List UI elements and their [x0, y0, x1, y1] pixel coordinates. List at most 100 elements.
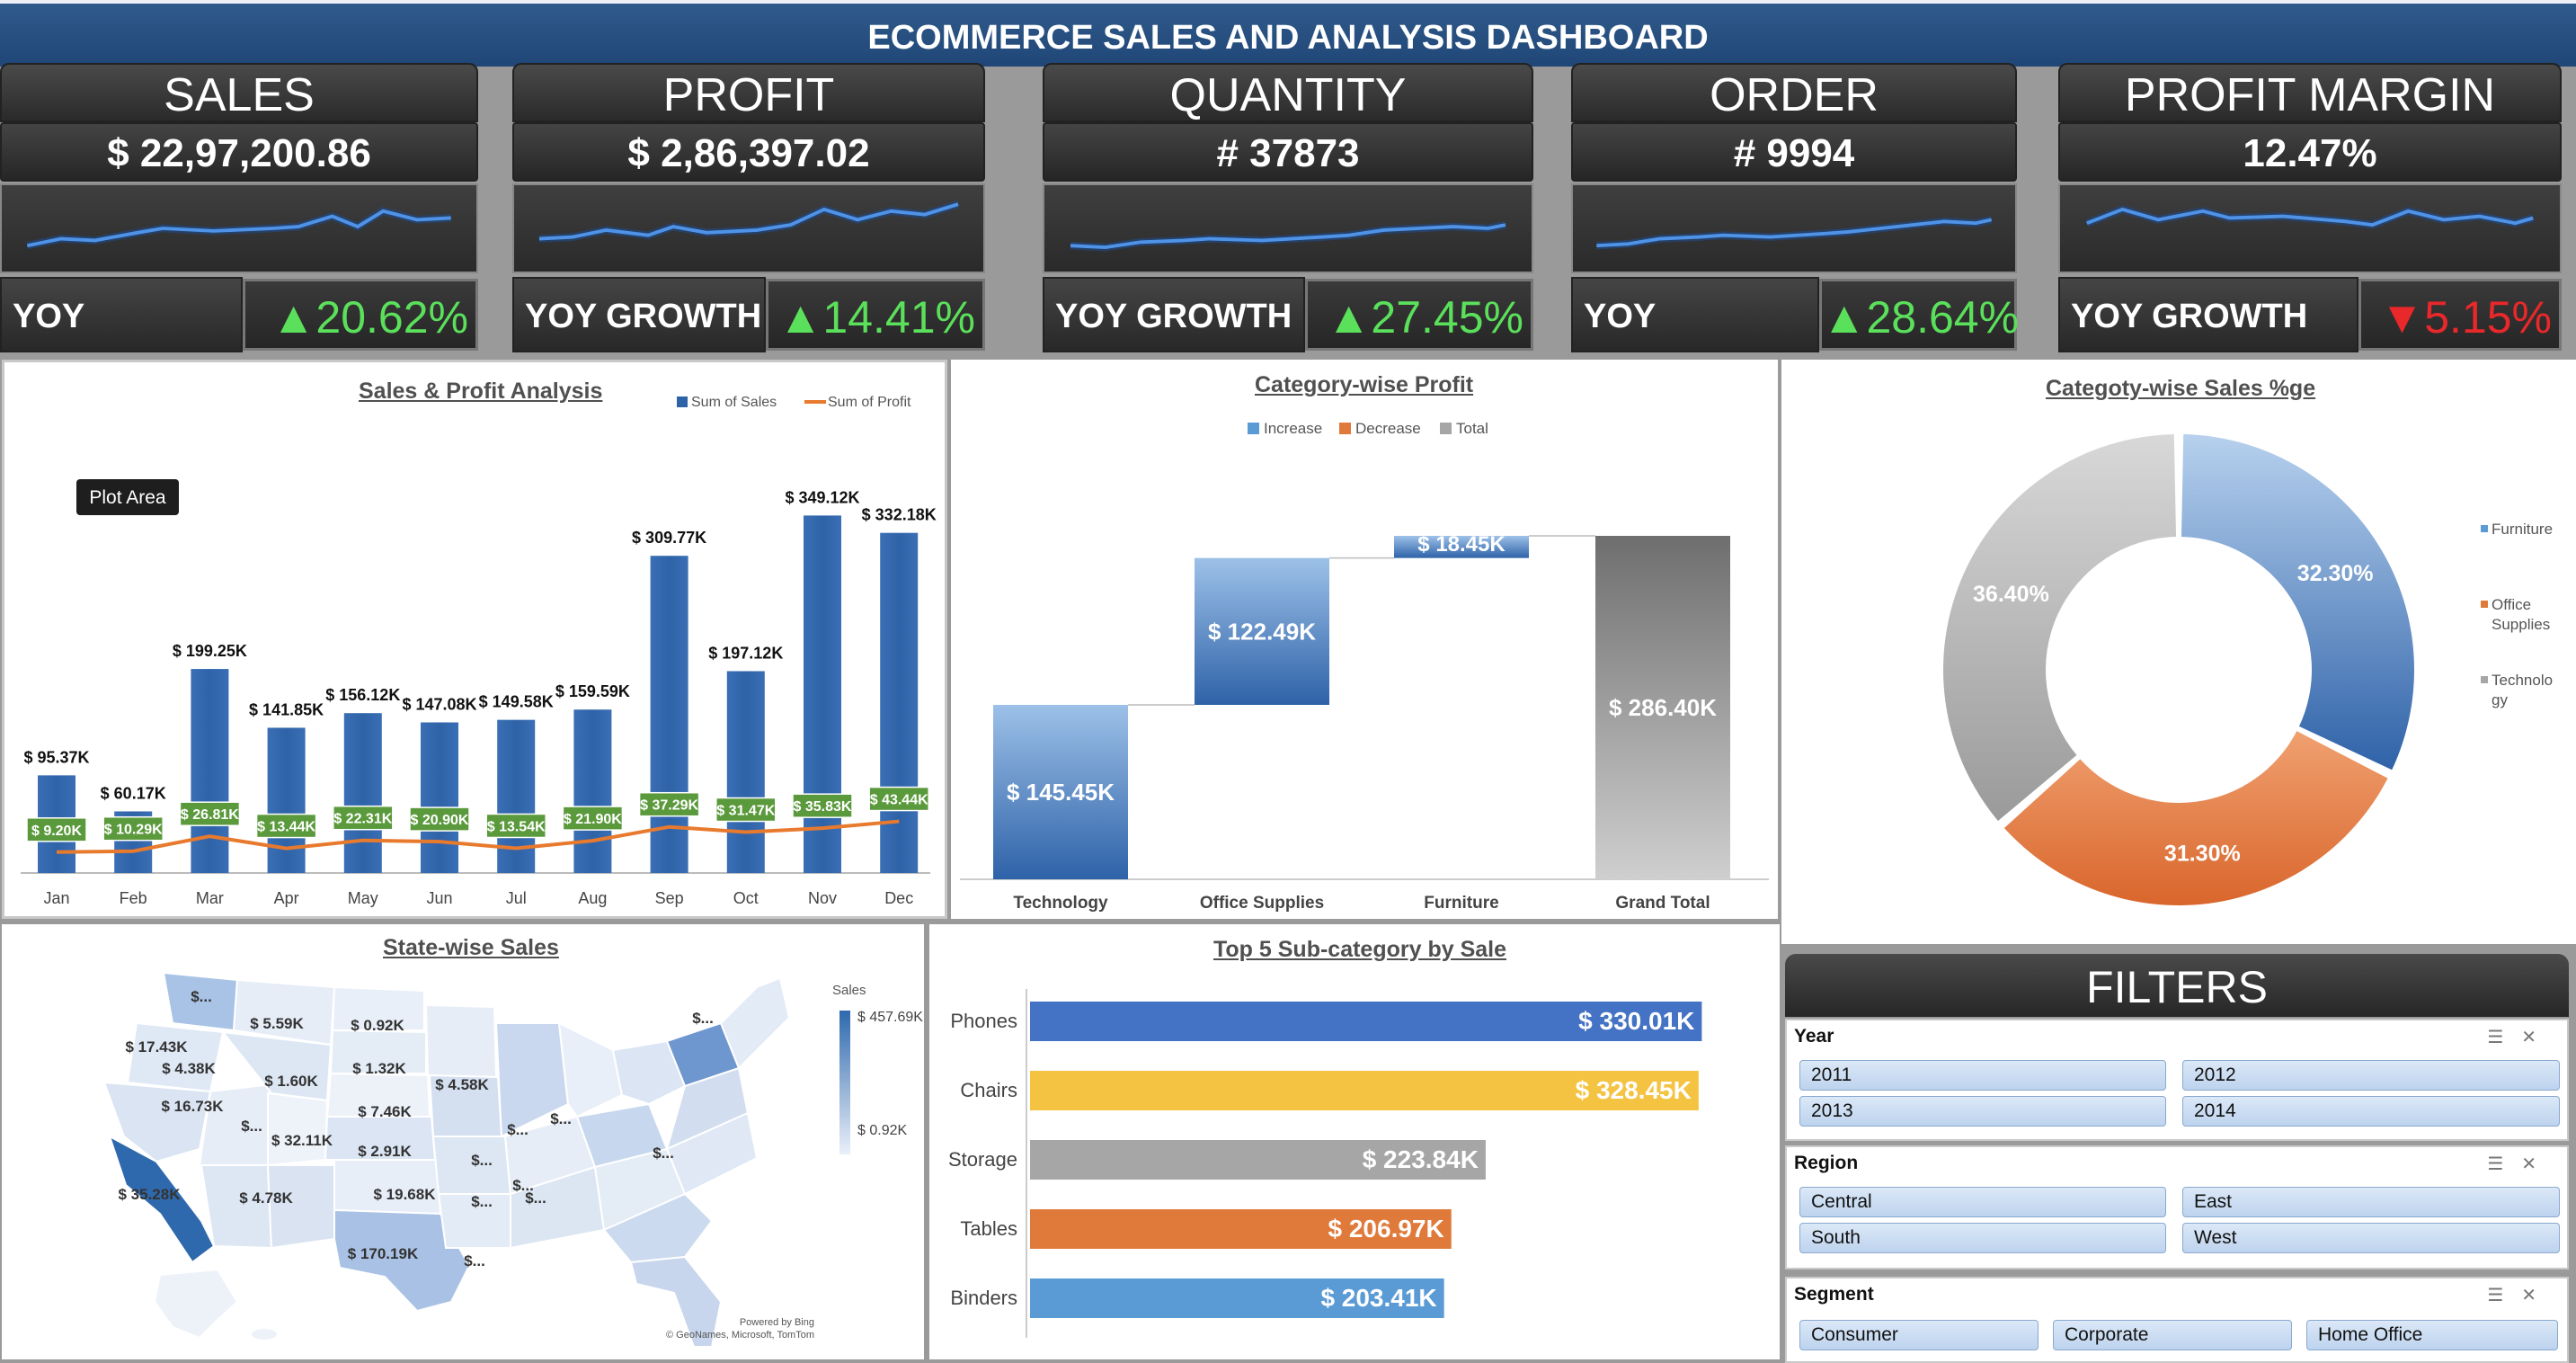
slicer-multiselect-icon[interactable]: ☰✕	[2487, 1028, 2554, 1047]
region-option-central[interactable]: Central	[1799, 1187, 2166, 1217]
profit-data-label: $ 22.31K	[333, 812, 392, 827]
waterfall-data-label: $ 18.45K	[1417, 532, 1506, 557]
y-tick-label: Storage	[948, 1148, 1017, 1171]
top-subcategory-chart[interactable]: $ 330.01K Phones $ 328.45K Chairs $ 223.84K S…	[929, 924, 1780, 1359]
state-shape	[102, 1081, 212, 1163]
subcategory-data-label: $ 223.84K	[1363, 1145, 1479, 1173]
kpi-value-profit-margin: 12.47%	[2058, 122, 2562, 182]
profit-data-label-box	[409, 806, 470, 832]
state-sales-label: $ 1.60K	[264, 1073, 318, 1090]
category-profit-chart[interactable]: Increase Decrease Total $ 145.45K Technology…	[951, 360, 1778, 919]
sales-profit-chart[interactable]: Sum of Sales Sum of Profit $ 95.37K Jan $ 60…	[4, 362, 945, 916]
yoy-growth-value: ▲28.64%	[1819, 279, 2019, 351]
x-tick-label: Dec	[884, 889, 913, 907]
region-option-west[interactable]: West	[2182, 1223, 2560, 1253]
region-option-south[interactable]: South	[1799, 1223, 2166, 1253]
state-sales-label: $...	[507, 1121, 529, 1138]
state-shape	[200, 1164, 273, 1250]
year-slicer[interactable]: Year ☰✕ 2011 2012 2013 2014	[1785, 1019, 2569, 1141]
y-tick-label: Binders	[950, 1287, 1017, 1309]
donut-data-label: 36.40%	[1973, 582, 2049, 607]
kpi-value-quantity: # 37873	[1043, 122, 1533, 182]
year-option-2013[interactable]: 2013	[1799, 1096, 2166, 1127]
slicer-clear-filter-icon[interactable]: ☰✕	[2487, 1154, 2554, 1174]
year-option-2012[interactable]: 2012	[2182, 1060, 2560, 1091]
y-tick-label: Phones	[950, 1010, 1017, 1032]
yoy-growth-value: ▲27.45%	[1305, 279, 1533, 351]
donut-data-label: 31.30%	[2164, 841, 2241, 866]
y-tick-label: Chairs	[960, 1079, 1017, 1101]
year-option-2011[interactable]: 2011	[1799, 1060, 2166, 1091]
waterfall-bar	[1595, 536, 1730, 879]
profit-data-label-box	[638, 791, 700, 817]
year-option-2014[interactable]: 2014	[2182, 1096, 2560, 1127]
profit-data-label-box	[562, 806, 624, 831]
state-sales-label: $ 5.59K	[250, 1015, 304, 1032]
state-sales-label: $ 170.19K	[348, 1245, 419, 1262]
slicer-filter-icon[interactable]: ☰✕	[2487, 1286, 2554, 1305]
sales-bar	[804, 515, 841, 873]
donut-slice	[2181, 434, 2414, 771]
profit-data-label: $ 13.44K	[257, 820, 315, 835]
x-tick-label: Grand Total	[1615, 894, 1710, 913]
year-slicer-title: Year	[1794, 1026, 1834, 1047]
region-slicer[interactable]: Region ☰✕ Central East South West	[1785, 1145, 2569, 1269]
state-shape	[266, 1164, 335, 1250]
profit-data-label: $ 9.20K	[31, 824, 82, 839]
segment-option-consumer[interactable]: Consumer	[1799, 1320, 2039, 1350]
sales-data-label: $ 141.85K	[249, 700, 324, 718]
state-sales-label: $...	[692, 1010, 714, 1027]
sales-profit-title: Sales & Profit Analysis	[359, 379, 603, 404]
x-tick-label: Jun	[426, 889, 452, 907]
category-sales-chart[interactable]: 32.30% 31.30% 36.40% Furniture Office Supplie…	[1781, 360, 2576, 944]
state-sales-map[interactable]: $... $ 5.59K $ 0.92K $... $ 17.43K $ 4.38K $ 1…	[2, 924, 924, 1359]
region-option-east[interactable]: East	[2182, 1187, 2560, 1217]
state-sales-panel[interactable]: State-wise Sales $... $ 5.59K $ 0.92K $... $…	[2, 924, 924, 1359]
kpi-label-sales: SALES	[0, 63, 478, 122]
x-tick-label: Jan	[43, 889, 69, 907]
dashboard-title: ECOMMERCE SALES AND ANALYSIS DASHBOARD	[0, 0, 2576, 67]
state-sales-label: $...	[550, 1110, 572, 1127]
x-tick-label: May	[348, 889, 378, 907]
legend-swatch	[1248, 423, 1259, 434]
state-sales-label: $...	[471, 1152, 493, 1169]
subcategory-data-label: $ 330.01K	[1578, 1007, 1694, 1035]
sales-profit-panel[interactable]: Sales & Profit Analysis Sum of Sales Sum …	[2, 360, 947, 919]
state-shape	[719, 976, 791, 1070]
sales-bar	[343, 713, 382, 873]
category-sales-panel[interactable]: Categoty-wise Sales %ge 32.30% 31.30% 36.4…	[1781, 360, 2576, 944]
donut-slice	[1943, 434, 2177, 822]
subcategory-bar	[1030, 1209, 1452, 1249]
state-sales-label: $...	[471, 1193, 493, 1210]
donut-slice	[2003, 731, 2388, 905]
state-sales-label: $ 1.32K	[352, 1060, 406, 1077]
segment-option-home-office[interactable]: Home Office	[2306, 1320, 2558, 1350]
yoy-growth-label: YOY GROWTH	[0, 277, 243, 411]
category-profit-panel[interactable]: Category-wise Profit Increase Decrease Tot…	[951, 360, 1778, 919]
subcategory-data-label: $ 203.41K	[1320, 1284, 1436, 1312]
state-shape	[126, 1021, 225, 1093]
segment-option-corporate[interactable]: Corporate	[2053, 1320, 2292, 1350]
state-sales-label: $ 32.11K	[271, 1132, 333, 1149]
state-shape	[329, 1029, 427, 1074]
profit-data-label: $ 13.54K	[487, 819, 546, 834]
sales-data-label: $ 60.17K	[101, 784, 166, 802]
sales-bar	[726, 671, 765, 873]
segment-slicer[interactable]: Segment ☰✕ Consumer Corporate Home Offic…	[1785, 1277, 2569, 1363]
yoy-growth-label: YOY GROWTH	[2058, 277, 2358, 352]
kpi-sparkline	[1043, 183, 1533, 273]
top-subcategory-title: Top 5 Sub-category by Sale	[1213, 937, 1507, 962]
state-sales-label: $ 4.38K	[162, 1060, 216, 1077]
sales-data-label: $ 197.12K	[708, 645, 783, 663]
state-shape	[665, 1111, 759, 1196]
state-shape	[267, 1091, 329, 1167]
top-subcategory-panel[interactable]: Top 5 Sub-category by Sale $ 330.01K Phon…	[929, 924, 1780, 1359]
state-shape	[153, 1268, 239, 1340]
state-sales-label: $ 0.92K	[351, 1017, 404, 1034]
waterfall-bar	[993, 704, 1128, 879]
profit-data-label-box	[333, 805, 394, 831]
waterfall-bar	[1394, 536, 1529, 558]
yoy-growth-label: YOY GROWTH	[512, 277, 766, 352]
donut-legend-swatch	[2481, 525, 2488, 532]
kpi-value-sales: $ 22,97,200.86	[0, 122, 478, 182]
